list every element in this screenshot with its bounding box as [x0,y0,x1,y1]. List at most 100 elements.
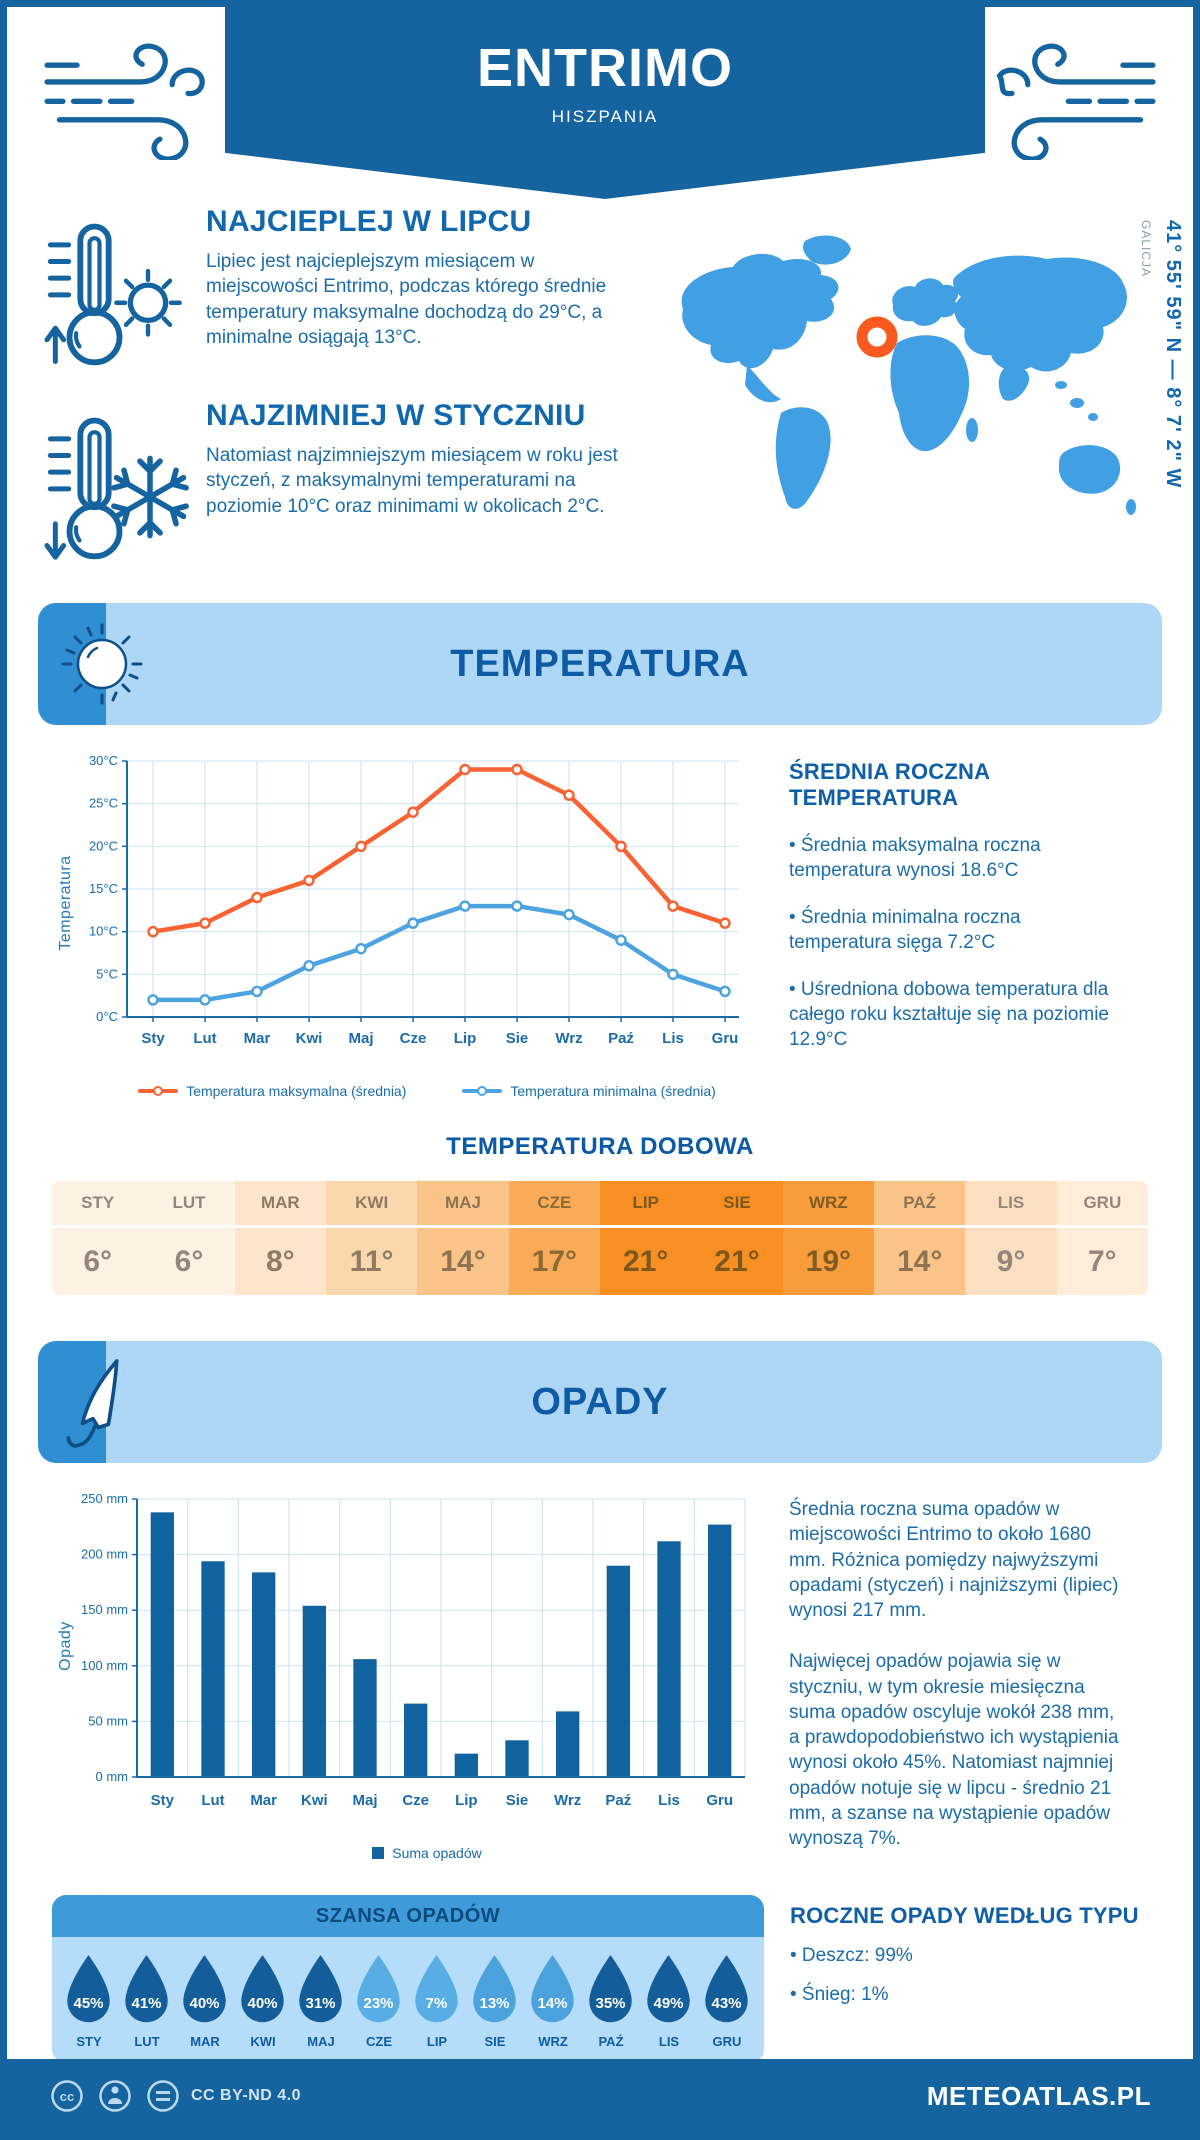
table-cell-value: 19° [782,1228,874,1295]
svg-text:Lip: Lip [454,1030,477,1047]
svg-text:7%: 7% [426,1995,448,2012]
rain-chance-item: 13% SIE [468,1953,522,2049]
coordinates-block: 41° 55' 59" N — 8° 7' 2" W GALICJA [1139,220,1184,550]
svg-text:Sty: Sty [151,1792,175,1809]
table-cell-value: 21° [600,1228,692,1295]
droplet-icon: 43% [705,1955,748,2023]
svg-text:100 mm: 100 mm [81,1658,128,1673]
rain-chance-item: 35% PAŹ [584,1953,638,2049]
coldest-month-block: NAJZIMNIEJ W STYCZNIU Natomiast najzimni… [42,399,642,577]
rain-chance-month: LIP [426,2034,448,2049]
rain-chance-month: WRZ [538,2034,568,2049]
svg-text:25°C: 25°C [89,796,118,811]
coldest-heading: NAJZIMNIEJ W STYCZNIU [206,399,586,432]
svg-text:13%: 13% [479,1995,509,2012]
rain-chance-item: 31% MAJ [294,1953,348,2049]
svg-text:15°C: 15°C [89,881,118,896]
temperature-chart-legend: Temperatura maksymalna (średnia) Temperat… [81,1083,773,1099]
thermometer-up-icon [44,223,123,366]
table-cell-month: KWI [326,1181,418,1228]
world-map [681,235,1136,515]
temperature-chart-row: Temperatura 0°C 5°C 10°C 15°C 20°C 25°C 30°C St… [47,749,1153,1099]
temperature-stats-heading: ŚREDNIA ROCZNA TEMPERATURA [789,759,990,810]
snowflake-icon [111,455,189,539]
region-label: GALICJA [1139,220,1153,278]
sun-icon [114,268,182,337]
rain-chance-item: 43% GRU [700,1953,754,2049]
droplet-icon: 40% [183,1955,226,2023]
precipitation-bar-chart: 0 mm 50 mm 100 mm 150 mm 200 mm 250 mm Sty Lut M… [81,1491,746,1809]
precipitation-section-banner: OPADY [38,1341,1162,1463]
rain-chance-month: CZE [366,2034,392,2049]
precipitation-text-column: Średnia roczna suma opadów w miejscowośc… [773,1487,1153,1861]
table-cell-value: 17° [508,1228,600,1295]
precipitation-type-heading: ROCZNE OPADY WEDŁUG TYPU [790,1903,1139,1928]
bottom-row: SZANSA OPADÓW 45% STY 41% LUT 40% MAR 40% KWI 31… [52,1895,1148,2063]
temperature-stat-item: • Średnia maksymalna roczna temperatura … [789,835,1041,882]
droplet-icon: 14% [531,1955,574,2023]
table-cell-month: LIP [600,1181,692,1228]
thermometer-down-icon [44,417,123,560]
table-cell-value: 8° [234,1228,326,1295]
rain-chance-item: 14% WRZ [526,1953,580,2049]
droplet-icon: 23% [357,1955,400,2023]
temperature-chart-ylabel: Temperatura [57,855,74,951]
svg-text:35%: 35% [595,1995,625,2012]
svg-text:Mar: Mar [250,1792,277,1809]
cold-text-block: NAJZIMNIEJ W STYCZNIU Natomiast najzimni… [206,399,626,577]
legend-swatch [462,1086,503,1096]
rain-chance-month: KWI [250,2034,276,2049]
svg-text:Gru: Gru [712,1030,739,1047]
svg-text:Cze: Cze [402,1792,429,1809]
rain-chance-month: LIS [658,2034,680,2049]
svg-text:Kwi: Kwi [301,1792,328,1809]
rain-chance-item: 7% LIP [410,1953,464,2049]
table-cell-month: LIS [965,1181,1057,1228]
wind-icon [996,43,1156,160]
precipitation-type-block: ROCZNE OPADY WEDŁUG TYPU • Deszcz: 99% • … [790,1895,1148,2063]
svg-text:Maj: Maj [348,1030,373,1047]
droplet-icon: 13% [473,1955,516,2023]
svg-text:14%: 14% [537,1995,567,2012]
svg-text:Lis: Lis [658,1792,680,1809]
svg-text:20°C: 20°C [89,838,118,853]
droplet-icon: 41% [125,1955,168,2023]
rain-chance-item: 49% LIS [642,1953,696,2049]
droplet-icon: 45% [67,1955,110,2023]
daily-temperature-title: TEMPERATURA DOBOWA [446,1133,754,1160]
svg-text:Maj: Maj [352,1792,377,1809]
cold-icon-group [42,399,192,577]
precipitation-type-list: • Deszcz: 99% • Śnieg: 1% [790,1943,1148,2007]
table-cell-value: 9° [965,1228,1057,1295]
rain-chance-item: 23% CZE [352,1953,406,2049]
title-banner: ENTRIMO HISZPANIA [225,7,985,199]
page-subtitle: HISZPANIA [551,107,659,126]
rain-chance-item: 40% KWI [236,1953,290,2049]
legend-label: Temperatura maksymalna (średnia) [186,1083,407,1099]
svg-text:Wrz: Wrz [554,1792,581,1809]
svg-text:5°C: 5°C [96,966,118,981]
svg-text:Lis: Lis [662,1030,684,1047]
precipitation-type-item: • Śnieg: 1% [790,1984,889,2006]
legend-label: Temperatura minimalna (średnia) [510,1083,716,1099]
table-cell-value: 11° [326,1228,418,1295]
rain-chance-month: SIE [484,2034,506,2049]
precipitation-paragraph-1: Średnia roczna suma opadów w miejscowośc… [789,1499,1119,1622]
page-title: ENTRIMO [477,38,733,98]
rain-chance-month: LUT [134,2034,160,2049]
svg-text:Kwi: Kwi [296,1030,323,1047]
table-cell-month: MAJ [417,1181,509,1228]
rain-chance-month: PAŹ [598,2034,624,2049]
warmest-text: Lipiec jest najcieplejszym miesiącem w m… [206,251,607,348]
precipitation-paragraph-2: Najwięcej opadów pojawia się w styczniu,… [789,1651,1119,1850]
rain-chance-item: 40% MAR [178,1953,232,2049]
table-cell-month: SIE [691,1181,783,1228]
table-cell-month: PAŹ [874,1181,966,1228]
rain-chance-month: GRU [712,2034,742,2049]
svg-text:Cze: Cze [400,1030,427,1047]
droplet-icon: 35% [589,1955,632,2023]
svg-text:31%: 31% [305,1995,335,2012]
warmest-heading: NAJCIEPLEJ W LIPCU [206,205,532,238]
table-cell-value: 7° [1056,1228,1148,1295]
